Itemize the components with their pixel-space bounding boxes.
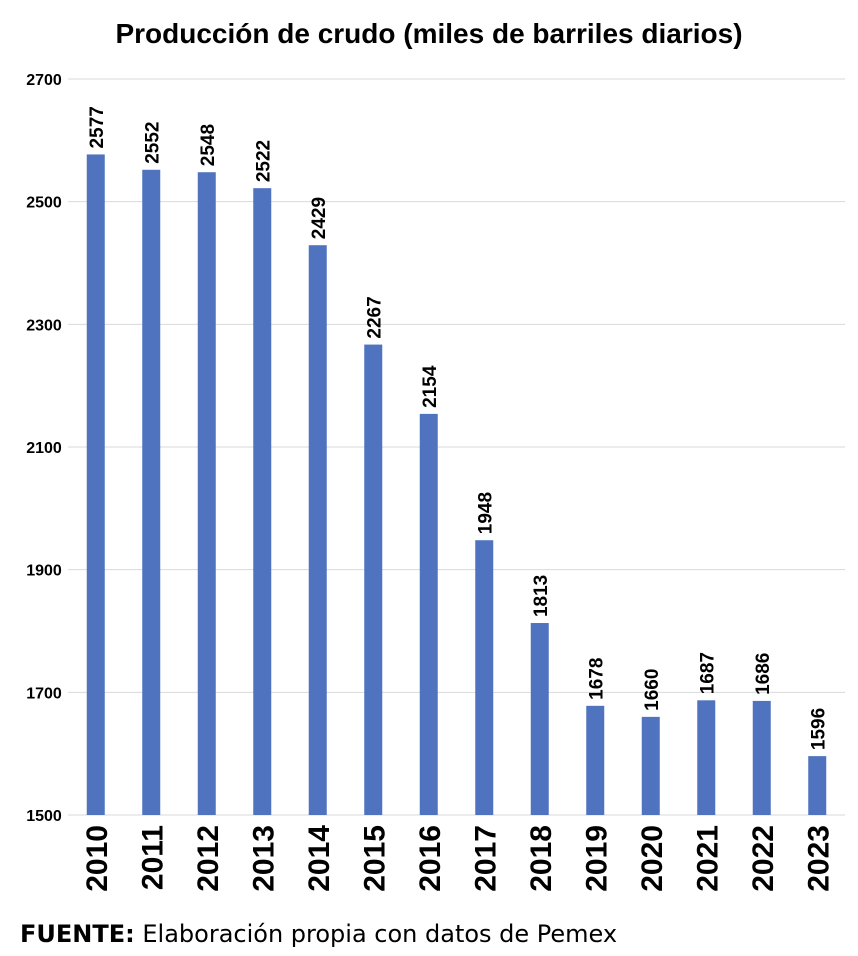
y-tick-label: 2700: [26, 72, 62, 89]
bar: [586, 705, 605, 815]
data-label: 1813: [531, 575, 552, 617]
x-tick-label: 2014: [303, 825, 336, 892]
bar: [641, 716, 660, 815]
x-tick-label: 2013: [247, 825, 280, 892]
bar: [419, 413, 438, 815]
y-tick-label: 1700: [26, 685, 62, 702]
x-tick-label: 2011: [136, 825, 169, 890]
source-label: FUENTE:: [20, 920, 135, 948]
x-tick-label: 2010: [81, 825, 114, 892]
data-label: 2429: [309, 197, 330, 239]
data-label: 1660: [642, 669, 663, 711]
data-label: 2154: [420, 365, 441, 408]
bar: [197, 172, 216, 815]
x-tick-label: 2021: [691, 825, 724, 892]
source-note: FUENTE: Elaboración propia con datos de …: [20, 920, 617, 948]
chart-title: Producción de crudo (miles de barriles d…: [115, 18, 743, 49]
source-text: Elaboración propia con datos de Pemex: [134, 920, 618, 948]
data-label: 2267: [364, 296, 385, 338]
x-tick-label: 2019: [580, 825, 613, 892]
bar: [364, 344, 383, 815]
x-tick-label: 2018: [525, 825, 558, 892]
data-label: 2522: [253, 140, 274, 182]
y-tick-label: 1900: [26, 563, 62, 580]
data-label: 1687: [697, 652, 718, 694]
x-tick-label: 2023: [802, 825, 835, 892]
x-tick-label: 2015: [358, 825, 391, 892]
x-tick-label: 2017: [469, 825, 502, 892]
bar: [253, 188, 272, 815]
data-label: 2577: [87, 106, 108, 148]
bar: [86, 154, 105, 815]
x-tick-label: 2022: [747, 825, 780, 892]
x-tick-label: 2020: [636, 825, 669, 892]
data-label: 1678: [586, 658, 607, 700]
x-tick-label: 2016: [414, 825, 447, 892]
y-tick-label: 2100: [26, 440, 62, 457]
data-label: 2552: [142, 121, 163, 163]
data-label: 1948: [475, 492, 496, 534]
bar: [808, 756, 827, 815]
x-tick-label: 2012: [192, 825, 225, 892]
y-tick-label: 2300: [26, 317, 62, 334]
y-tick-label: 1500: [26, 808, 62, 825]
data-label: 1596: [808, 708, 829, 750]
data-label: 2548: [198, 124, 219, 166]
data-label: 1686: [753, 653, 774, 695]
bar: [752, 700, 771, 815]
bar: [475, 540, 494, 815]
bar: [697, 700, 716, 815]
y-tick-label: 2500: [26, 195, 62, 212]
bar: [530, 623, 549, 815]
bar: [142, 169, 161, 816]
bar: [308, 245, 327, 816]
